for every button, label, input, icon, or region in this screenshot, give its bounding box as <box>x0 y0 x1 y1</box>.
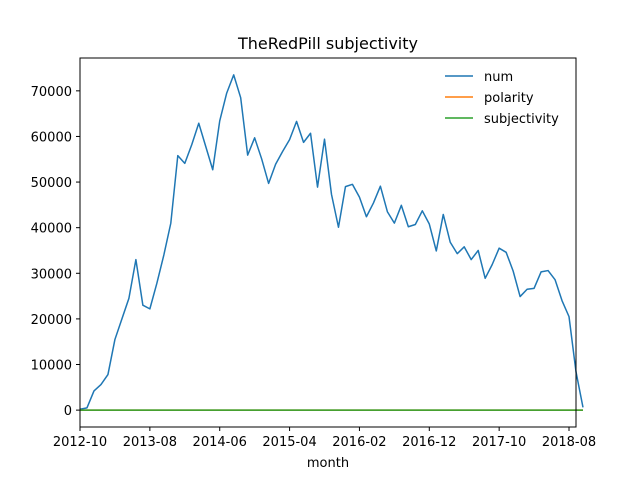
series-layer <box>79 74 584 411</box>
chart-title: TheRedPill subjectivity <box>237 34 418 53</box>
legend: num polarity subjectivity <box>445 70 559 127</box>
y-tick-label: 40000 <box>31 222 72 237</box>
x-tick-label: 2016-02 <box>332 435 386 450</box>
legend-label-subjectivity: subjectivity <box>484 112 559 127</box>
series-line-num <box>79 74 584 410</box>
y-tick-label: 60000 <box>31 130 72 145</box>
plot-area <box>79 57 584 428</box>
y-tick-label: 30000 <box>31 267 72 282</box>
y-tick-label: 70000 <box>31 85 72 100</box>
x-tick-label: 2014-06 <box>193 435 247 450</box>
x-tick-label: 2013-08 <box>123 435 177 450</box>
x-tick-label: 2016-12 <box>402 435 456 450</box>
x-tick-label: 2018-08 <box>542 435 596 450</box>
x-tick-label: 2017-10 <box>472 435 526 450</box>
x-axis-label: month <box>307 456 349 471</box>
x-axis: 2012-10 2013-08 2014-06 2015-04 2016-02 2016-… <box>53 427 596 450</box>
y-tick-label: 50000 <box>31 176 72 191</box>
x-tick-label: 2015-04 <box>262 435 316 450</box>
y-tick-label: 10000 <box>31 359 72 374</box>
plot-frame <box>79 57 577 428</box>
legend-label-num: num <box>484 70 513 85</box>
y-axis: 0 10000 20000 30000 40000 50000 60000 70000 <box>31 85 80 419</box>
y-tick-label: 20000 <box>31 313 72 328</box>
y-tick-label: 0 <box>64 404 72 419</box>
legend-label-polarity: polarity <box>484 91 534 106</box>
x-tick-label: 2012-10 <box>53 435 107 450</box>
